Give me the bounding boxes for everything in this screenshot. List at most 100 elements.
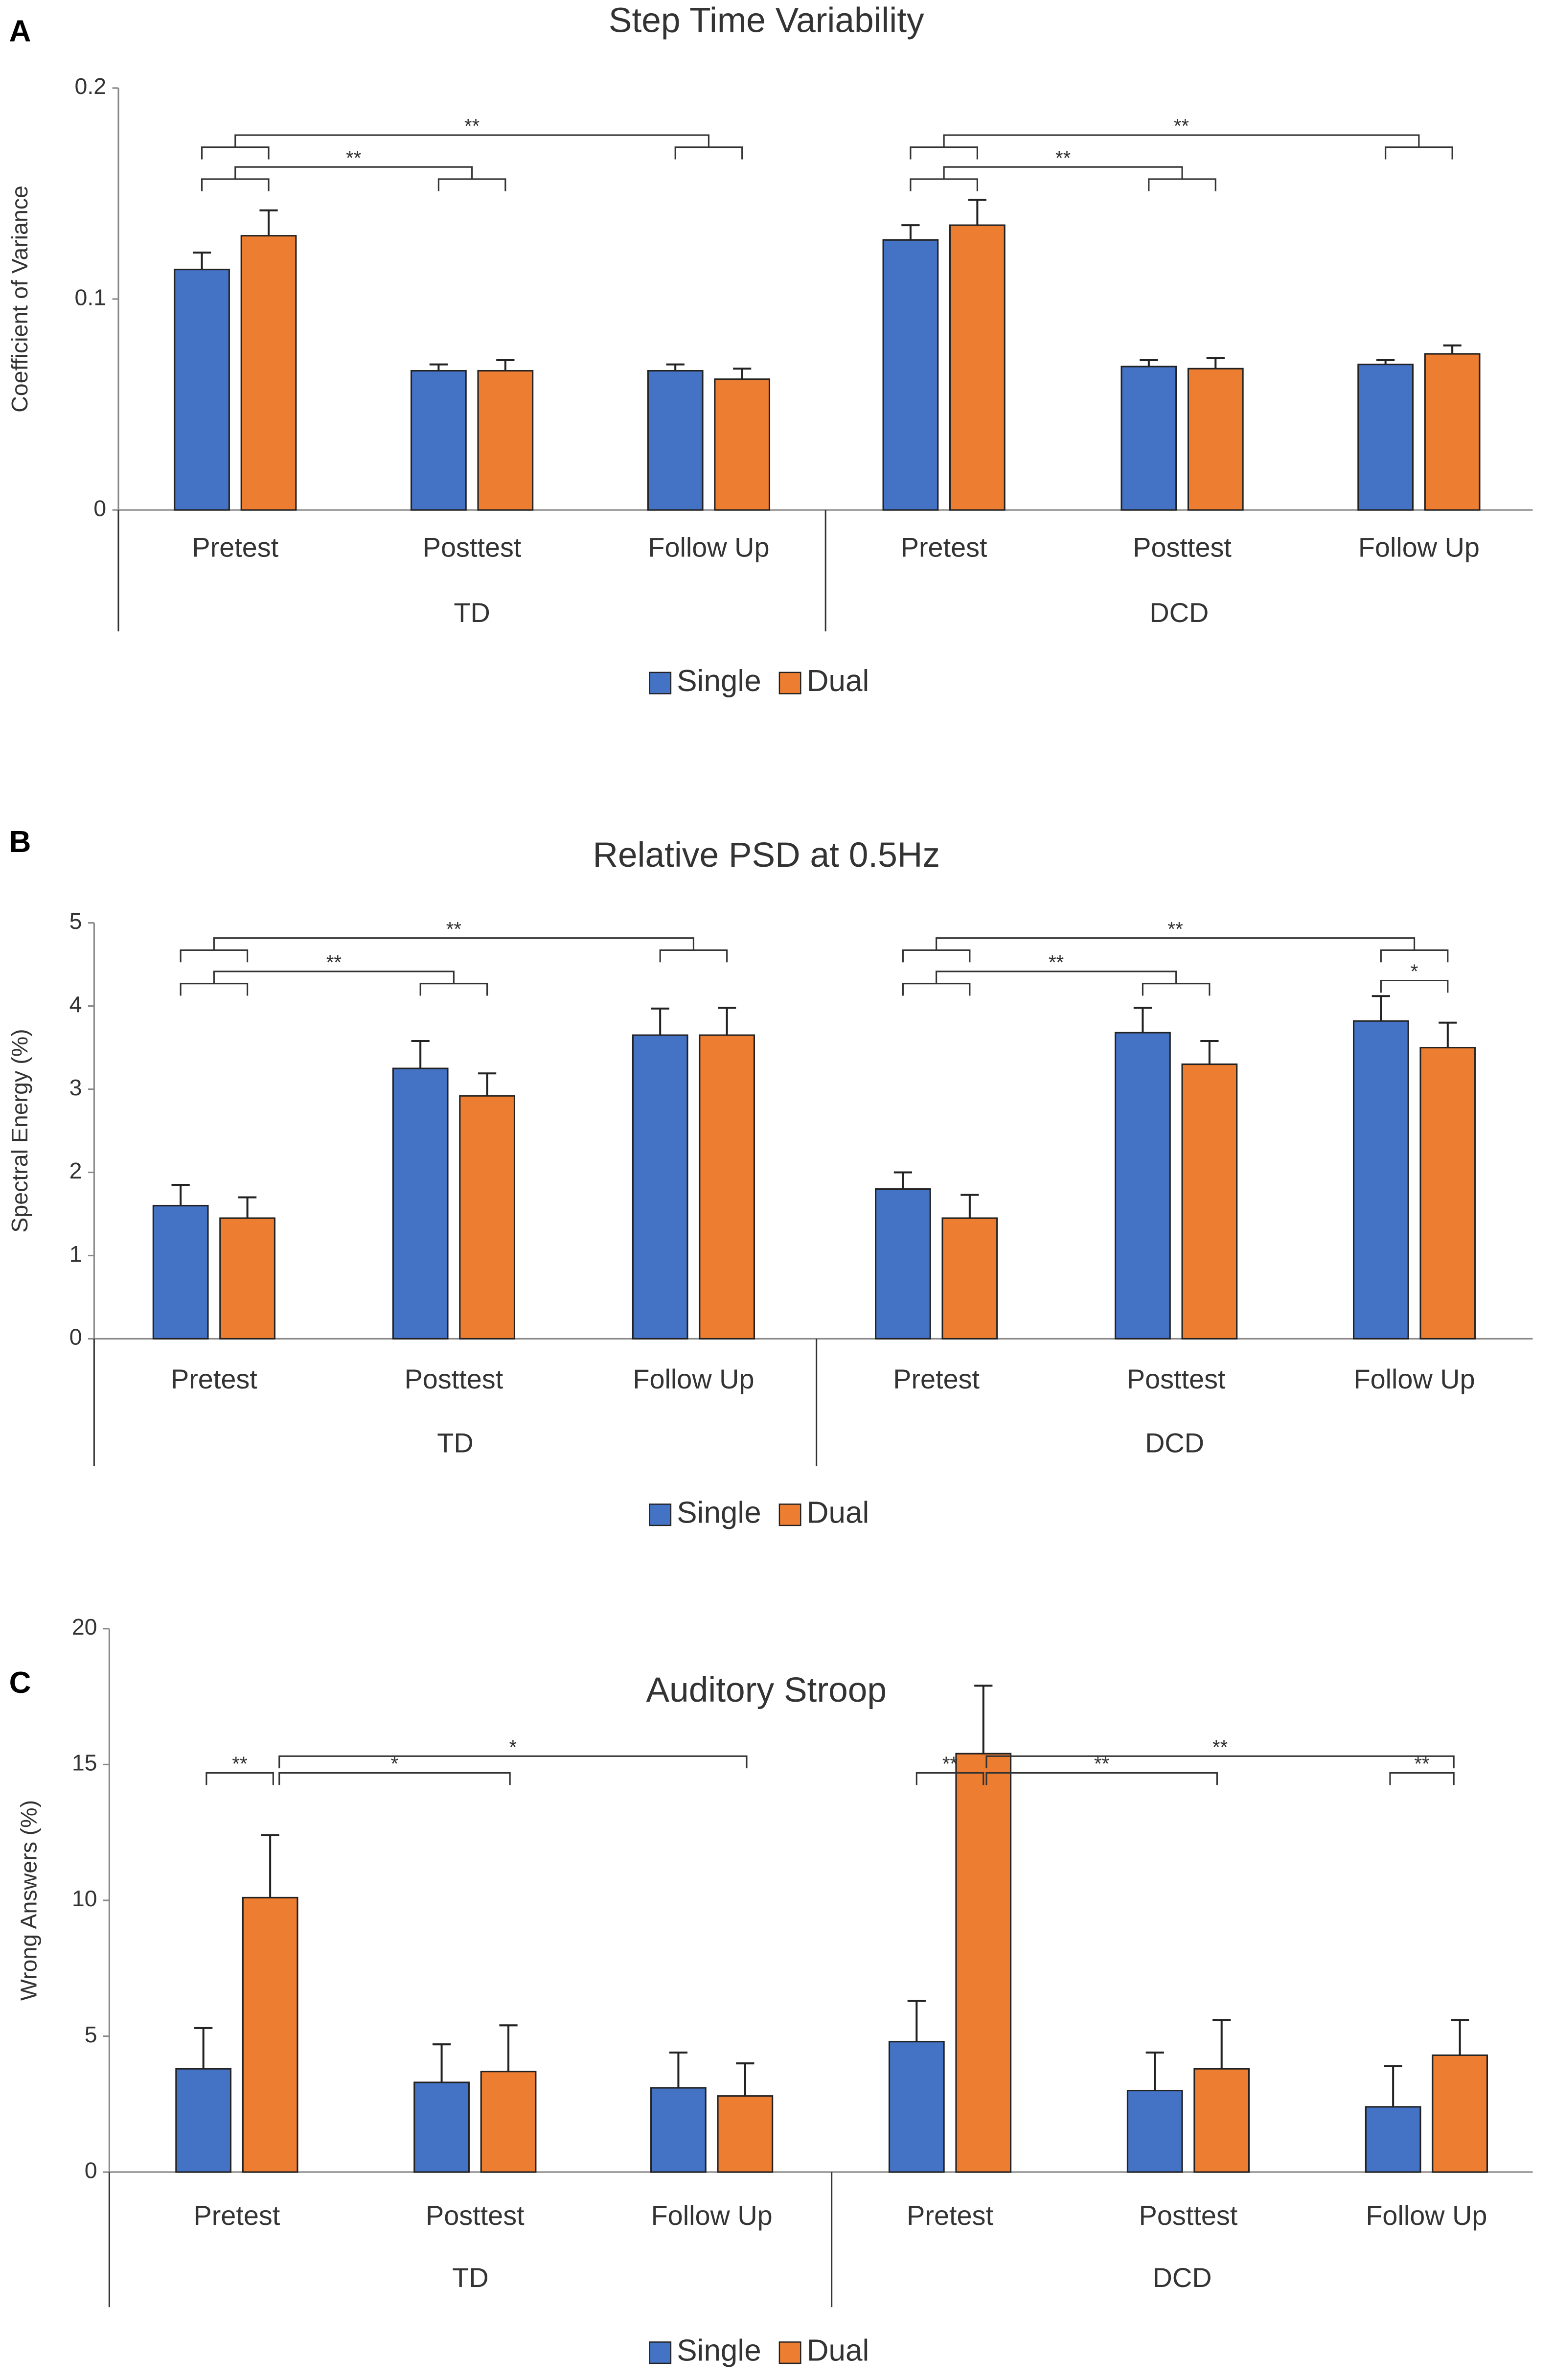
bar — [1419, 1047, 1476, 1340]
chart-panel: C Auditory Stroop Wrong Answers (%) 0 5 10 15 2… — [9, 1614, 1533, 2368]
bar — [1120, 366, 1177, 511]
significance-label: * — [391, 1753, 399, 1775]
error-bar — [1451, 2019, 1469, 2056]
legend-label: Single — [677, 1496, 761, 1530]
error-bar — [1439, 1021, 1457, 1048]
x-tick-label: Posttest — [423, 531, 522, 562]
error-bar — [893, 1171, 913, 1189]
x-tick-label: Pretest — [907, 2200, 993, 2231]
error-bar — [1384, 2065, 1402, 2107]
error-bar — [1200, 1040, 1219, 1064]
bar — [632, 1034, 688, 1340]
significance-bracket — [674, 146, 743, 160]
x-tick-label: Follow Up — [648, 531, 769, 562]
legend-swatch — [778, 671, 801, 694]
legend-swatch — [649, 2341, 672, 2364]
significance-bracket — [234, 134, 709, 147]
x-tick-label: Posttest — [426, 2200, 525, 2231]
significance-bracket — [1142, 983, 1211, 996]
significance-bracket — [278, 1772, 511, 1785]
significance-label: ** — [346, 147, 362, 169]
error-bar — [733, 368, 752, 379]
significance-label: ** — [1049, 951, 1064, 973]
bar — [242, 1896, 298, 2173]
significance-label: * — [1411, 961, 1418, 983]
significance-label: * — [509, 1736, 517, 1758]
y-tick-label: 1 — [69, 1241, 82, 1267]
bar — [411, 370, 467, 511]
y-tick-label: 0 — [85, 2157, 97, 2183]
x-tick-label: Follow Up — [1358, 531, 1480, 562]
significance-label: ** — [942, 1753, 958, 1775]
legend-label: Single — [677, 664, 761, 698]
significance-bracket — [915, 1772, 984, 1785]
x-tick-label: Posttest — [1127, 1363, 1226, 1394]
error-bar — [496, 359, 515, 371]
significance-bracket — [1389, 1772, 1455, 1785]
bar — [1424, 353, 1481, 511]
significance-bracket — [201, 146, 270, 160]
bar — [1126, 2090, 1183, 2173]
x-tick-label: Follow Up — [633, 1363, 754, 1394]
group-label: TD — [454, 597, 490, 628]
x-tick-label: Posttest — [1133, 531, 1232, 562]
error-bar — [960, 1194, 979, 1219]
y-tick-label: 0 — [69, 1324, 82, 1350]
significance-bracket — [1385, 146, 1453, 160]
significance-bracket — [419, 983, 488, 996]
significance-label: ** — [464, 115, 480, 137]
legend-label: Dual — [807, 1496, 869, 1530]
error-bar — [736, 2062, 754, 2096]
legend-swatch — [778, 1503, 801, 1526]
bar — [392, 1067, 449, 1340]
y-tick-label: 15 — [72, 1750, 97, 1776]
chart-title: Auditory Stroop — [646, 1670, 887, 1710]
significance-bracket — [213, 937, 694, 950]
y-tick-label: 0.1 — [75, 284, 107, 310]
significance-label: ** — [326, 951, 342, 973]
bar — [175, 2068, 232, 2173]
error-bar — [499, 2024, 518, 2072]
error-bar — [478, 1072, 497, 1096]
bar — [240, 235, 297, 511]
y-axis-label: Coefficient of Variance — [7, 185, 32, 413]
x-tick-label: Follow Up — [651, 2200, 773, 2231]
x-tick-label: Pretest — [193, 2200, 280, 2231]
legend-swatch — [778, 2341, 801, 2364]
error-bar — [261, 1834, 279, 1898]
significance-bracket — [201, 178, 270, 191]
error-bar — [669, 2051, 688, 2088]
bar — [1115, 1032, 1171, 1340]
bar — [413, 2081, 470, 2173]
error-bar — [429, 363, 448, 371]
significance-bracket — [985, 1772, 1218, 1785]
error-bar — [718, 1006, 736, 1036]
chart-title: Relative PSD at 0.5Hz — [593, 835, 940, 875]
significance-bracket — [902, 983, 971, 996]
error-bar — [1133, 1006, 1152, 1033]
y-tick-label: 4 — [69, 992, 82, 1017]
error-bar — [1140, 359, 1158, 367]
x-tick-label: Posttest — [1139, 2200, 1238, 2231]
group-label: DCD — [1145, 1427, 1204, 1458]
significance-bracket — [943, 134, 1420, 147]
x-tick-label: Posttest — [405, 1363, 503, 1394]
bar — [1187, 368, 1244, 511]
group-label: DCD — [1149, 597, 1209, 628]
error-bar — [171, 1184, 190, 1206]
significance-bracket — [213, 970, 455, 984]
panel-letter: B — [9, 825, 31, 859]
bar — [882, 239, 939, 511]
legend-label: Dual — [807, 664, 869, 698]
y-tick-label: 2 — [69, 1158, 82, 1183]
error-bar — [411, 1040, 430, 1069]
x-tick-label: Pretest — [901, 531, 987, 562]
error-bar — [1212, 2019, 1231, 2069]
legend-label: Single — [677, 2334, 761, 2368]
y-tick-label: 10 — [72, 1886, 97, 1911]
bar — [888, 2041, 945, 2173]
significance-bracket — [206, 1772, 274, 1785]
bar — [955, 1753, 1012, 2173]
